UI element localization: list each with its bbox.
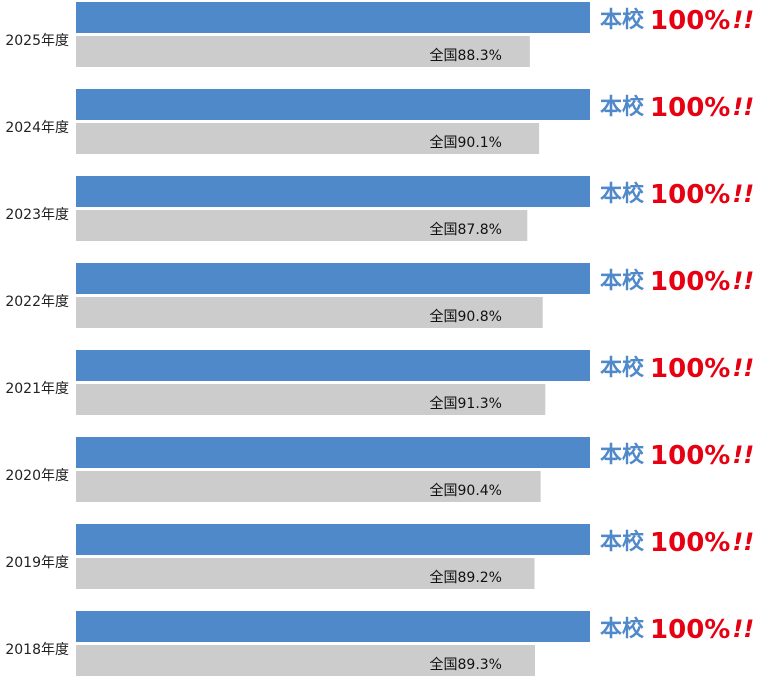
school-label: 本校 100%!!	[600, 441, 754, 471]
school-label: 本校 100%!!	[600, 528, 754, 558]
school-bar	[76, 524, 590, 555]
school-value: 100%	[650, 6, 730, 36]
national-label: 全国91.3%	[430, 395, 502, 412]
school-value: 100%	[650, 354, 730, 384]
school-bar	[76, 350, 590, 381]
school-label: 本校 100%!!	[600, 615, 754, 645]
year-label: 2020年度	[5, 468, 69, 484]
school-bar	[76, 437, 590, 468]
emphasis: !!	[732, 615, 754, 643]
emphasis: !!	[732, 441, 754, 469]
national-label: 全国89.2%	[430, 569, 502, 586]
school-bar	[76, 176, 590, 207]
year-label: 2021年度	[5, 381, 69, 397]
school-label: 本校 100%!!	[600, 267, 754, 297]
school-value: 100%	[650, 615, 730, 645]
national-bar	[76, 384, 546, 415]
emphasis: !!	[732, 354, 754, 382]
school-name: 本校	[600, 616, 645, 642]
national-bar	[76, 558, 535, 589]
national-label: 全国90.8%	[430, 308, 502, 325]
national-label: 全国90.1%	[430, 134, 502, 151]
school-name: 本校	[600, 268, 645, 294]
national-bar	[76, 297, 543, 328]
year-label: 2018年度	[5, 642, 69, 658]
national-label: 全国87.8%	[430, 221, 502, 238]
school-bar	[76, 611, 590, 642]
school-value: 100%	[650, 267, 730, 297]
school-label: 本校 100%!!	[600, 354, 754, 384]
national-bar	[76, 471, 541, 502]
year-label: 2024年度	[5, 120, 69, 136]
emphasis: !!	[732, 93, 754, 121]
school-value: 100%	[650, 441, 730, 471]
national-bar	[76, 36, 530, 67]
emphasis: !!	[732, 267, 754, 295]
school-bar	[76, 2, 590, 33]
national-bar	[76, 645, 536, 676]
emphasis: !!	[732, 180, 754, 208]
emphasis: !!	[732, 6, 754, 34]
school-label: 本校 100%!!	[600, 93, 754, 123]
year-label: 2025年度	[5, 33, 69, 49]
school-name: 本校	[600, 529, 645, 555]
school-name: 本校	[600, 442, 645, 468]
national-label: 全国89.3%	[430, 656, 502, 673]
school-value: 100%	[650, 93, 730, 123]
school-value: 100%	[650, 180, 730, 210]
school-bar	[76, 89, 590, 120]
national-label: 全国90.4%	[430, 482, 502, 499]
school-name: 本校	[600, 181, 645, 207]
school-name: 本校	[600, 94, 645, 120]
year-label: 2022年度	[5, 294, 69, 310]
school-name: 本校	[600, 355, 645, 381]
school-label: 本校 100%!!	[600, 180, 754, 210]
national-label: 全国88.3%	[430, 47, 502, 64]
school-label: 本校 100%!!	[600, 6, 754, 36]
year-label: 2023年度	[5, 207, 69, 223]
emphasis: !!	[732, 528, 754, 556]
year-label: 2019年度	[5, 555, 69, 571]
school-name: 本校	[600, 7, 645, 33]
national-bar	[76, 210, 528, 241]
national-bar	[76, 123, 540, 154]
school-value: 100%	[650, 528, 730, 558]
school-bar	[76, 263, 590, 294]
